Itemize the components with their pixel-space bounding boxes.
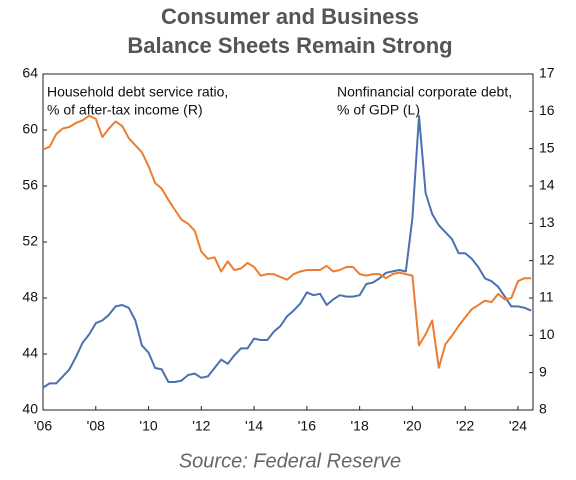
chart-title: Balance Sheets Remain Strong — [127, 33, 452, 58]
annotation: Nonfinancial corporate debt, — [337, 84, 512, 100]
y2-tick-label: 12 — [539, 251, 555, 267]
plot-frame — [42, 73, 534, 411]
y-tick-label: 40 — [22, 401, 38, 417]
y2-tick-label: 14 — [539, 177, 555, 193]
x-tick-label: '08 — [87, 418, 105, 434]
x-tick-label: '06 — [34, 418, 52, 434]
y-tick-label: 56 — [22, 177, 38, 193]
y-tick-label: 52 — [22, 233, 38, 249]
y2-tick-label: 8 — [539, 401, 547, 417]
y2-tick-label: 17 — [539, 65, 555, 81]
x-tick-label: '22 — [456, 418, 474, 434]
annotation: % of GDP (L) — [337, 102, 420, 118]
y2-tick-label: 13 — [539, 214, 555, 230]
series-line — [42, 114, 532, 369]
x-tick-label: '20 — [403, 418, 421, 434]
y-tick-label: 44 — [22, 345, 38, 361]
x-tick-label: '24 — [509, 418, 527, 434]
series-line — [42, 115, 532, 389]
y2-tick-label: 11 — [539, 289, 554, 305]
x-tick-label: '14 — [245, 418, 263, 434]
x-tick-label: '12 — [192, 418, 210, 434]
annotation: % of after-tax income (R) — [47, 102, 203, 118]
y2-tick-label: 15 — [539, 139, 555, 155]
x-tick-label: '18 — [351, 418, 369, 434]
y2-tick-label: 10 — [539, 326, 555, 342]
x-tick-label: '16 — [298, 418, 316, 434]
y2-tick-label: 16 — [539, 102, 555, 118]
source: Source: Federal Reserve — [179, 450, 401, 472]
y2-tick-label: 9 — [539, 363, 547, 379]
annotation: Household debt service ratio, — [47, 84, 228, 100]
y-tick-label: 64 — [22, 65, 38, 81]
chart-title: Consumer and Business — [161, 4, 419, 29]
x-tick-label: '10 — [139, 418, 157, 434]
y-tick-label: 60 — [22, 121, 38, 137]
y-tick-label: 48 — [22, 289, 38, 305]
